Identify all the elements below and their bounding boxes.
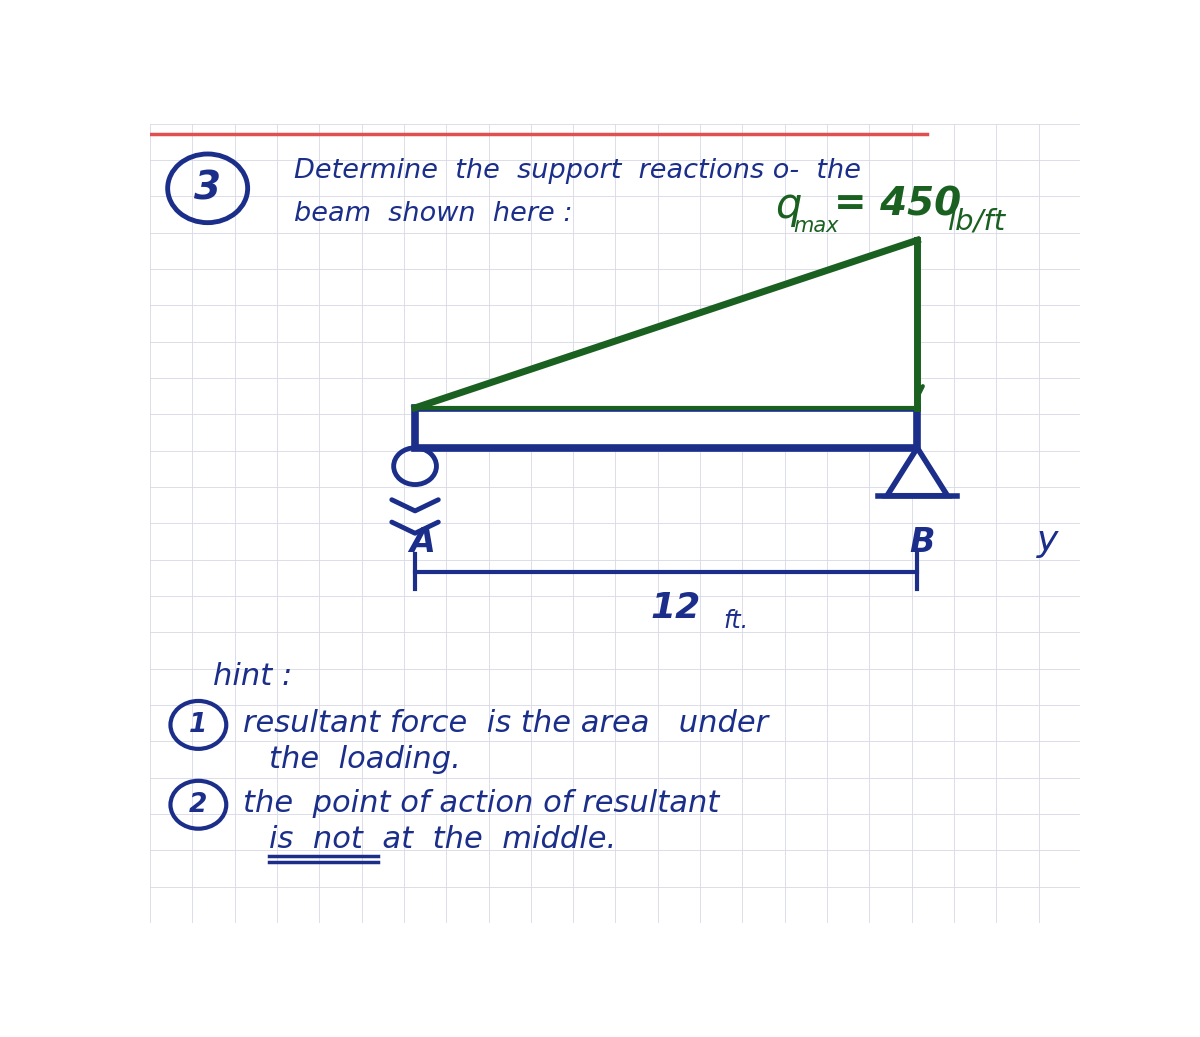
- Text: 1: 1: [190, 712, 208, 738]
- Polygon shape: [887, 448, 948, 496]
- Text: 12: 12: [650, 590, 701, 624]
- Text: hint :: hint :: [214, 663, 293, 692]
- Text: 2: 2: [190, 792, 208, 818]
- Text: beam  shown  here :: beam shown here :: [294, 201, 572, 227]
- Text: B: B: [910, 526, 935, 559]
- Bar: [415, 408, 917, 448]
- Polygon shape: [415, 241, 917, 408]
- Text: the  loading.: the loading.: [269, 745, 461, 774]
- Text: Determine  the  support  reactions o-  the: Determine the support reactions o- the: [294, 158, 862, 184]
- Text: q: q: [775, 185, 802, 227]
- Text: lb/ft: lb/ft: [948, 207, 1006, 235]
- Text: A: A: [409, 526, 436, 559]
- Text: 3: 3: [194, 169, 221, 207]
- Text: y: y: [1037, 525, 1058, 558]
- Text: max: max: [793, 216, 839, 235]
- Text: = 450: = 450: [834, 186, 961, 223]
- Text: ft.: ft.: [724, 609, 749, 634]
- Text: the  point of action of resultant: the point of action of resultant: [242, 789, 719, 817]
- Text: resultant force  is the area   under: resultant force is the area under: [242, 709, 768, 737]
- Text: is  not  at  the  middle.: is not at the middle.: [269, 824, 617, 853]
